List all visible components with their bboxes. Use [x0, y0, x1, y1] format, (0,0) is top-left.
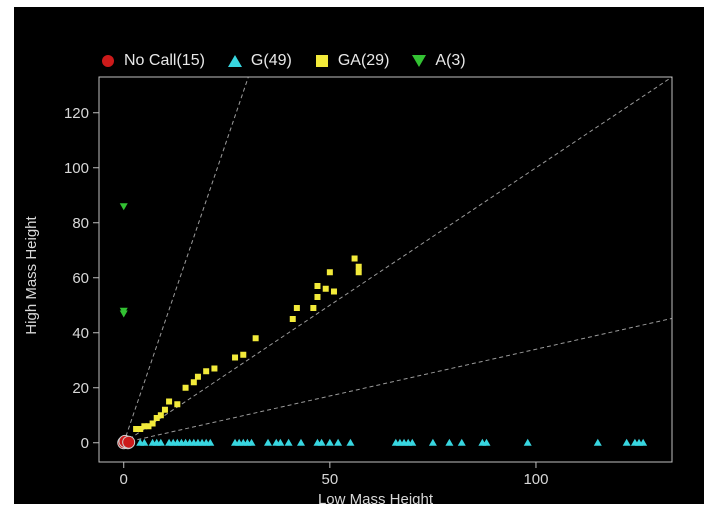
data-point-series-2 — [289, 316, 296, 322]
legend-label: A(3) — [435, 52, 466, 69]
reference-line-0 — [123, 76, 249, 443]
data-point-series-1 — [639, 438, 648, 446]
y-tick-label: 120 — [64, 105, 89, 122]
reference-line-2 — [123, 317, 673, 444]
data-point-series-2 — [330, 288, 337, 295]
data-point-series-1 — [445, 438, 454, 446]
data-point-series-1 — [276, 438, 285, 446]
data-point-series-2 — [157, 412, 164, 419]
data-point-series-2 — [174, 401, 181, 408]
data-point-series-2 — [355, 263, 362, 270]
legend-item-g: G(49) — [227, 52, 292, 70]
red-circle-icon — [102, 55, 114, 67]
data-point-series-2 — [166, 398, 173, 405]
data-point-series-1 — [325, 438, 334, 446]
data-point-series-2 — [310, 305, 317, 311]
data-point-series-1 — [428, 438, 437, 446]
chart-panel: 0 20 40 60 80 100 120 0 50 100 Low Mass Height Hi… — [14, 7, 704, 504]
y-tick-label: 100 — [64, 160, 89, 177]
data-point-series-2 — [240, 351, 247, 358]
x-tick-label: 0 — [120, 471, 128, 488]
data-point-series-1 — [296, 438, 305, 446]
data-points — [117, 203, 648, 450]
data-point-series-2 — [149, 420, 156, 427]
y-tick-label: 0 — [81, 435, 89, 452]
data-point-series-2 — [232, 354, 239, 361]
data-point-series-1 — [247, 438, 256, 446]
yellow-square-icon — [315, 55, 328, 67]
data-point-series-1 — [317, 438, 326, 446]
y-tick-label: 80 — [72, 215, 89, 232]
data-point-series-1 — [482, 438, 491, 446]
data-point-series-1 — [593, 438, 602, 446]
legend: No Call(15) G(49) GA(29) A(3) — [100, 49, 488, 73]
data-point-series-2 — [137, 426, 144, 432]
legend-item-no-call: No Call(15) — [100, 52, 205, 70]
legend-label: GA(29) — [337, 52, 390, 69]
data-point-series-2 — [322, 285, 329, 292]
data-point-series-2 — [190, 379, 197, 386]
data-point-series-1 — [408, 438, 417, 446]
reference-lines — [123, 76, 673, 444]
data-point-series-2 — [314, 283, 321, 289]
data-point-series-2 — [161, 406, 168, 413]
data-point-series-2 — [141, 423, 148, 430]
data-point-series-2 — [351, 255, 358, 262]
data-point-series-2 — [182, 384, 189, 391]
plot-frame — [98, 76, 673, 463]
axis-ticks: 0 20 40 60 80 100 120 0 50 100 — [64, 105, 549, 488]
data-point-series-2 — [293, 305, 300, 311]
data-point-series-1 — [334, 438, 343, 446]
data-point-series-1 — [206, 438, 215, 446]
data-point-series-1 — [457, 438, 466, 446]
data-point-series-3 — [119, 310, 128, 318]
data-point-series-2 — [194, 373, 201, 380]
reference-line-1 — [123, 76, 673, 444]
data-point-series-2 — [133, 426, 140, 432]
legend-label: No Call(15) — [124, 52, 205, 69]
y-tick-label: 20 — [72, 380, 89, 397]
y-tick-label: 40 — [72, 325, 89, 342]
data-point-series-1 — [523, 438, 532, 446]
data-point-series-1 — [622, 438, 631, 446]
data-point-series-3 — [119, 203, 128, 211]
legend-label: G(49) — [250, 52, 292, 69]
y-axis-title: High Mass Height — [23, 215, 40, 334]
x-tick-label: 100 — [523, 471, 548, 488]
data-point-series-1 — [284, 438, 293, 446]
legend-item-a: A(3) — [411, 52, 466, 70]
x-tick-label: 50 — [322, 471, 339, 488]
x-axis-title: Low Mass Height — [318, 491, 434, 504]
data-point-series-1 — [156, 438, 165, 446]
data-point-series-2 — [252, 335, 259, 342]
data-point-series-2 — [153, 415, 160, 421]
data-point-series-2 — [145, 423, 152, 430]
data-point-series-1 — [140, 438, 149, 446]
data-point-series-2 — [211, 365, 218, 372]
data-point-series-1 — [264, 438, 273, 446]
scatter-plot: 0 20 40 60 80 100 120 0 50 100 Low Mass Height Hi… — [23, 76, 673, 504]
data-point-series-0 — [122, 435, 136, 449]
green-triangle-down-icon — [412, 55, 427, 67]
cyan-triangle-icon — [227, 55, 242, 67]
data-point-series-2 — [355, 269, 362, 276]
legend-item-ga: GA(29) — [314, 52, 390, 70]
data-point-series-1 — [346, 438, 355, 446]
data-point-series-2 — [314, 294, 321, 300]
data-point-series-2 — [203, 368, 210, 375]
data-point-series-2 — [326, 269, 333, 276]
y-tick-label: 60 — [72, 270, 89, 287]
